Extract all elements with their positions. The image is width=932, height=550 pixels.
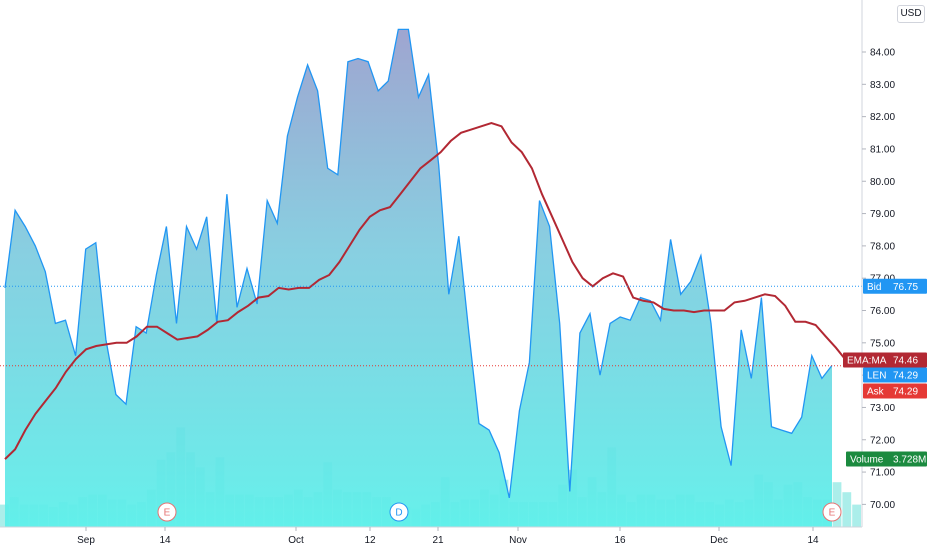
- ask-tag: Ask 74.29: [863, 383, 927, 399]
- x-tick-label: Nov: [509, 535, 527, 546]
- event-circle: [389, 502, 409, 522]
- volume-bar: [842, 492, 852, 527]
- event-letter: E: [829, 508, 836, 519]
- volume-tag-box: [846, 451, 927, 467]
- ask-tag-value: 74.29: [893, 387, 918, 398]
- x-tick-label: 14: [807, 535, 819, 546]
- currency-button[interactable]: USD: [897, 5, 925, 23]
- y-tick-label: 72.00: [870, 435, 895, 446]
- y-tick-label: 73.00: [870, 403, 895, 414]
- x-tick-label: 12: [364, 535, 376, 546]
- event-letter: E: [164, 508, 171, 519]
- x-tick-label: Sep: [77, 535, 95, 546]
- ask-tag-box: [863, 383, 927, 399]
- y-tick-label: 81.00: [870, 144, 895, 155]
- bid-tag-value: 76.75: [893, 282, 918, 293]
- y-tick-label: 71.00: [870, 468, 895, 479]
- ema-tag-value: 74.46: [893, 356, 918, 367]
- y-tick-label: 82.00: [870, 112, 895, 123]
- y-tick-label: 83.00: [870, 80, 895, 91]
- ema-line: [4, 122, 847, 460]
- volume-bar: [0, 504, 9, 527]
- line-layer: [4, 28, 847, 499]
- ema-tag-box: [843, 352, 927, 368]
- ema-tag: EMA:MA 74.46: [843, 352, 927, 368]
- last-price-tag-box: [863, 367, 927, 383]
- volume-tag-label: Volume: [850, 455, 884, 466]
- ema-tag-label: EMA:MA: [847, 356, 887, 367]
- bid-tag-label: Bid: [867, 282, 881, 293]
- x-tick-label: Dec: [710, 535, 728, 546]
- x-tick-label: 14: [159, 535, 171, 546]
- ask-tag-label: Ask: [867, 387, 885, 398]
- volume-tag-value: 3.728M: [893, 455, 926, 466]
- price-area: [5, 29, 832, 528]
- y-tick-label: 76.00: [870, 306, 895, 317]
- volume-bar: [852, 504, 861, 527]
- y-tick-label: 70.00: [870, 500, 895, 511]
- event-marker[interactable]: D: [389, 502, 409, 522]
- y-tick-label: 78.00: [870, 241, 895, 252]
- x-tick-label: 21: [432, 535, 444, 546]
- bid-tag: Bid 76.75: [863, 278, 927, 294]
- y-tick-label: 79.00: [870, 209, 895, 220]
- x-tick-label: 16: [614, 535, 626, 546]
- currency-label: USD: [900, 8, 922, 19]
- price-tags: Bid 76.75 EMA:MA 74.46 LEN 74.29 Ask 74.29 Volum…: [843, 278, 927, 467]
- last-price-tag: LEN 74.29: [863, 367, 927, 383]
- event-marker[interactable]: E: [157, 502, 177, 522]
- last-price-tag-label: LEN: [867, 371, 886, 382]
- event-marker[interactable]: E: [822, 502, 842, 522]
- price-area-layer: [5, 29, 832, 528]
- last-price-tag-value: 74.29: [893, 371, 918, 382]
- volume-tag: Volume 3.728M: [846, 451, 927, 467]
- y-tick-label: 75.00: [870, 338, 895, 349]
- time-axis[interactable]: Sep 14 Oct 12 21 Nov 16 Dec 14: [77, 527, 819, 546]
- bid-tag-box: [863, 278, 927, 294]
- y-tick-label: 80.00: [870, 177, 895, 188]
- y-tick-label: 84.00: [870, 48, 895, 59]
- event-circle: [822, 502, 842, 522]
- event-circle: [157, 502, 177, 522]
- x-tick-label: Oct: [288, 535, 304, 546]
- event-letter: D: [395, 508, 402, 519]
